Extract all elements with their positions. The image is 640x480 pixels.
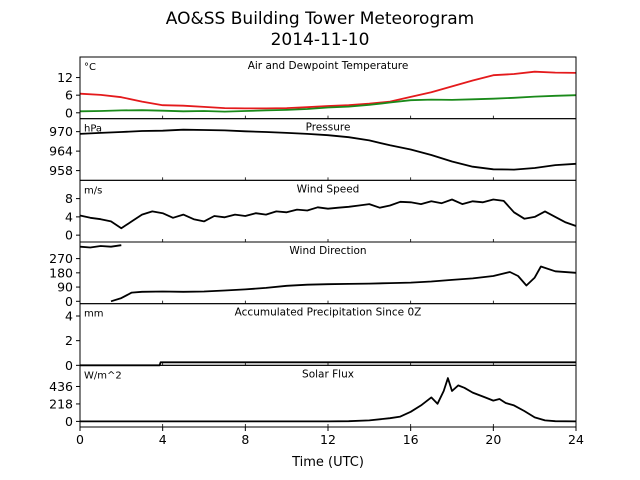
panel-3-title: Wind Speed <box>297 183 360 195</box>
panel-3-ytick-label: 8 <box>65 191 73 206</box>
xtick-label: 24 <box>568 432 584 447</box>
panel-1-title: Air and Dewpoint Temperature <box>248 60 409 72</box>
panel-6: 436 218 0 W/m^2 Solar Flux <box>49 364 577 429</box>
panel-3-ytick-label: 0 <box>65 228 73 243</box>
panel-6-ytick-label: 0 <box>65 414 73 429</box>
xtick-label: 16 <box>403 432 419 447</box>
x-axis-label: Time (UTC) <box>291 455 364 470</box>
panel-6-title: Solar Flux <box>302 368 354 380</box>
xtick-label: 8 <box>241 432 249 447</box>
xtick-label: 20 <box>485 432 501 447</box>
panel-6-ytick-label: 436 <box>49 379 73 394</box>
panel-2-ytick-label: 964 <box>49 144 73 159</box>
panel-1-ytick-label: 0 <box>65 105 73 120</box>
panel-1-series-1 <box>79 70 577 110</box>
panel-1-ytick-label: 12 <box>57 70 73 85</box>
panel-6-ytick-label: 218 <box>49 396 73 411</box>
panel-2: 970 964 958 hPa Pressure <box>49 118 577 181</box>
panel-4-ytick-label: 270 <box>49 251 73 266</box>
x-axis: 0 4 8 12 16 20 24 <box>76 427 584 447</box>
panel-2-ytick-label: 958 <box>49 163 73 178</box>
panel-6-unit: W/m^2 <box>84 370 122 381</box>
panel-1-unit: °C <box>84 62 96 73</box>
panel-1-ytick-label: 6 <box>65 88 73 103</box>
panel-5: 4 2 0 mm Accumulated Precipitation Since 0Z <box>65 303 577 373</box>
xtick-label: 4 <box>159 432 167 447</box>
panels-group: 0 6 12 °C Air and Dewpoint Temperature 970 964… <box>49 56 577 429</box>
panel-4-ytick-label: 90 <box>57 280 73 295</box>
panel-5-title: Accumulated Precipitation Since 0Z <box>235 307 422 319</box>
panel-3-ytick-label: 4 <box>65 209 73 224</box>
panel-3-unit: m/s <box>84 185 102 196</box>
panel-4-series-1 <box>79 244 122 249</box>
panel-2-series-1 <box>79 128 577 171</box>
chart-title: AO&SS Building Tower Meteorogram <box>166 9 474 29</box>
panel-2-unit: hPa <box>84 124 102 135</box>
panel-5-ytick-label: 0 <box>65 358 73 373</box>
panel-3: 8 4 0 m/s Wind Speed <box>65 179 577 243</box>
panel-5-ytick-label: 4 <box>65 309 73 324</box>
panel-6-series-1 <box>80 377 577 423</box>
panel-4-ytick-label: 180 <box>49 265 73 280</box>
panel-5-ytick-label: 2 <box>65 333 73 348</box>
panel-2-ytick-label: 970 <box>49 124 73 139</box>
panel-4-ytick-label: 0 <box>65 294 73 309</box>
panel-4-title: Wind Direction <box>289 245 366 257</box>
panel-3-series-1 <box>79 198 577 230</box>
xtick-label: 0 <box>76 432 84 447</box>
panel-5-unit: mm <box>84 309 103 320</box>
panel-1: 0 6 12 °C Air and Dewpoint Temperature <box>57 56 577 120</box>
xtick-label: 12 <box>320 432 336 447</box>
panel-2-title: Pressure <box>306 122 351 134</box>
panel-4-series-2 <box>110 265 577 303</box>
panel-1-series-2 <box>79 94 577 113</box>
chart-subtitle: 2014-11-10 <box>271 30 370 50</box>
